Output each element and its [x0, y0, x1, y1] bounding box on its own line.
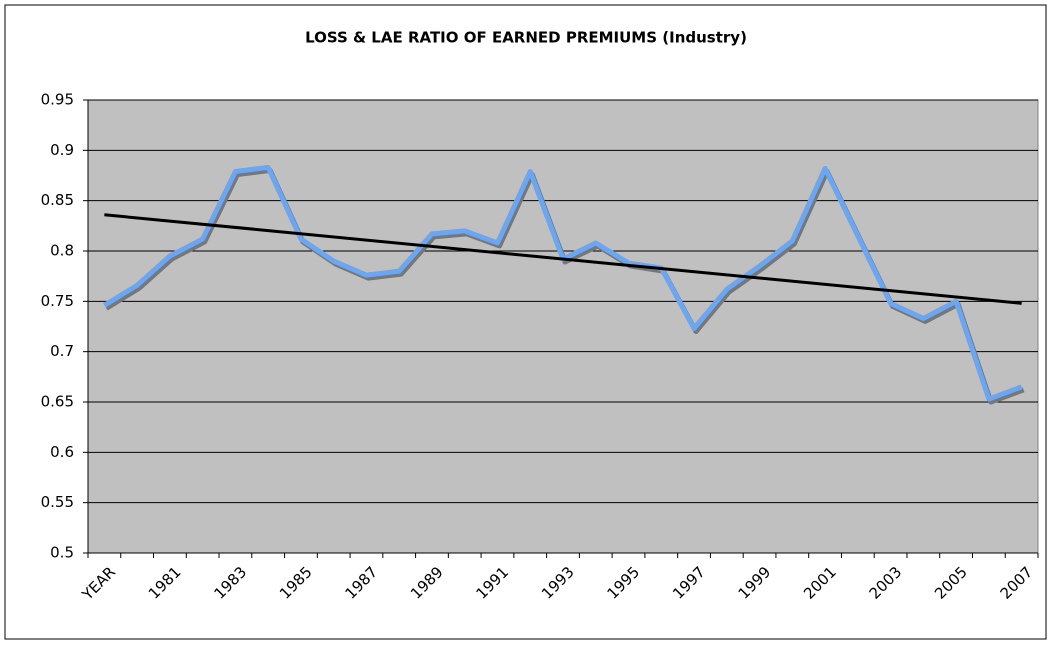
- y-tick-label: 0.95: [41, 91, 74, 109]
- y-tick-label: 0.85: [41, 191, 74, 209]
- y-tick-label: 0.6: [50, 443, 74, 461]
- y-tick-label: 0.5: [50, 544, 74, 562]
- trend-line: [104, 213, 1022, 305]
- y-tick-label: 0.55: [41, 493, 74, 511]
- y-tick-label: 0.9: [50, 141, 74, 159]
- plot-area: [87, 99, 1039, 554]
- y-tick-label: 0.8: [50, 242, 74, 260]
- y-tick-label: 0.75: [41, 292, 74, 310]
- y-tick-label: 0.7: [50, 342, 74, 360]
- y-tick-label: 0.65: [41, 393, 74, 411]
- chart-title: LOSS & LAE RATIO OF EARNED PREMIUMS (Ind…: [305, 29, 747, 47]
